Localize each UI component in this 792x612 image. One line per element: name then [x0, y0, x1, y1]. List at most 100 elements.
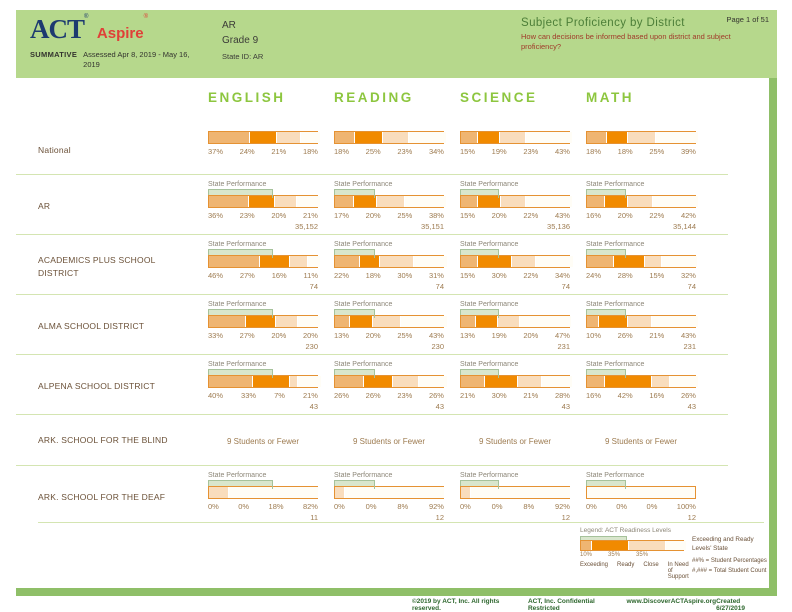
segment-percentage: 34% — [554, 271, 570, 280]
footer-copyright: ©2019 by ACT, Inc. All rights reserved. — [412, 598, 500, 612]
row-academics-plus-school-district: ACADEMICS PLUS SCHOOL DISTRICT State Perf… — [16, 234, 728, 294]
segment-percentage: 26% — [617, 331, 633, 340]
segment-percentage: 0% — [646, 502, 658, 511]
proficiency-bar — [208, 195, 320, 208]
page-number: Page 1 of 51 — [726, 15, 769, 24]
district-label: AR — [38, 201, 51, 212]
bar-segment-exceeding — [335, 132, 355, 143]
percentages: 0% 0% 18% 82% — [208, 502, 318, 511]
cell-science: 9 Students or Fewer — [460, 415, 586, 465]
legend-bar — [580, 540, 686, 551]
footer-url: www.DiscoverACTAspire.org — [626, 598, 717, 605]
cell-reading: State Performance 0% 0% 8% 92% 12 — [334, 470, 460, 525]
percentages: 0% 0% 8% 92% — [460, 502, 570, 511]
segment-percentage: 23% — [523, 147, 539, 156]
segment-percentage: 20% — [617, 211, 633, 220]
row-ark-school-for-the-deaf: ARK. SCHOOL FOR THE DEAF State Performanc… — [16, 465, 728, 525]
segment-percentage: 25% — [397, 331, 413, 340]
bar-segment-close — [288, 256, 308, 267]
proficiency-bar — [334, 486, 444, 499]
bar-segment-close — [382, 132, 409, 143]
segment-percentage: 22% — [649, 211, 665, 220]
legend-count-note: #,### = Total Student Count — [692, 567, 767, 574]
proficiency-bar — [208, 375, 322, 388]
state-performance-label: State Performance — [208, 301, 267, 308]
segment-percentage: 92% — [428, 502, 444, 511]
segment-percentage: 10% — [586, 331, 602, 340]
state-performance-band — [208, 480, 273, 489]
state-performance-band — [586, 189, 626, 198]
bar-segment-close — [392, 376, 418, 387]
segment-percentage: 8% — [397, 502, 409, 511]
report-scope: AR Grade 9 State ID: AR — [222, 18, 263, 62]
proficiency-bar — [460, 486, 570, 499]
assessed-dates: Assessed Apr 8, 2019 - May 16, 2019 — [83, 50, 190, 70]
legend-tick: 35% — [636, 552, 649, 558]
state-performance-label: State Performance — [586, 181, 645, 188]
segment-percentage: 19% — [491, 331, 507, 340]
segment-percentage: 28% — [554, 391, 570, 400]
bar-segment-in-need-of-support — [297, 316, 320, 327]
row-ar: AR State Performance 36% 23% 20% 21% 35,152 Sta… — [16, 174, 728, 234]
segment-percentage: 37% — [208, 147, 224, 156]
proficiency-bar — [334, 375, 448, 388]
district-grid: ENGLISH READING SCIENCE MATH National 37% 24%… — [16, 82, 728, 525]
cell-math: State Performance 0% 0% 0% 100% 12 — [586, 470, 712, 525]
bar-segment-in-need-of-support — [296, 196, 320, 207]
segment-percentage: 17% — [334, 211, 350, 220]
legend-tick: 35% — [608, 552, 621, 558]
bar-segment-in-need-of-support — [519, 316, 571, 327]
bar-segment-in-need-of-support — [469, 487, 570, 498]
segment-percentage: 8% — [523, 502, 535, 511]
summative-line: SUMMATIVE Assessed Apr 8, 2019 - May 16,… — [30, 50, 200, 70]
bar-segment-exceeding — [335, 376, 364, 387]
proficiency-bar — [460, 131, 572, 144]
legend-segment-exceeding — [581, 541, 592, 550]
cell-reading: 18% 25% 23% 34% — [334, 126, 460, 174]
percentages: 0% 0% 0% 100% — [586, 502, 696, 511]
bar-segment-in-need-of-support — [228, 487, 318, 498]
student-count: 74 — [309, 282, 318, 291]
segment-percentage: 82% — [302, 502, 318, 511]
percentages: 10% 26% 21% 43% — [586, 331, 696, 340]
state-performance-label: State Performance — [208, 241, 267, 248]
proficiency-bar — [208, 255, 320, 268]
report-question: How can decisions be informed based upon… — [521, 32, 731, 52]
bar-segment-exceeding — [335, 256, 359, 267]
state-performance-label: State Performance — [586, 472, 645, 479]
segment-percentage: 11% — [303, 271, 318, 280]
bar-segment-ready — [258, 256, 289, 267]
bar-segment-close — [375, 196, 404, 207]
percentages: 40% 33% 7% 21% — [208, 391, 318, 400]
proficiency-bar — [334, 195, 446, 208]
bar-segment-in-need-of-support — [524, 196, 572, 207]
bar-segment-in-need-of-support — [299, 132, 320, 143]
segment-percentage: 42% — [680, 211, 696, 220]
segment-percentage: 21% — [523, 391, 539, 400]
percentages: 16% 20% 22% 42% — [586, 211, 696, 220]
segment-percentage: 15% — [460, 271, 476, 280]
cell-math: 9 Students or Fewer — [586, 415, 712, 465]
legend-percentages-note: ##% = Student Percentages — [692, 558, 767, 564]
segment-percentage: 25% — [365, 147, 381, 156]
bar-segment-exceeding — [587, 316, 598, 327]
legend-segment-ready — [591, 541, 628, 550]
bar-segment-close — [461, 487, 470, 498]
bar-segment-close — [288, 376, 298, 387]
cell-reading: 9 Students or Fewer — [334, 415, 460, 465]
state-performance-band — [460, 309, 499, 318]
bar-segment-ready — [606, 132, 627, 143]
student-count: 35,136 — [547, 222, 570, 231]
bar-segment-in-need-of-support — [535, 256, 574, 267]
segment-percentage: 15% — [460, 147, 476, 156]
summative-label: SUMMATIVE — [30, 50, 78, 59]
bar-segment-close — [335, 487, 344, 498]
bar-segment-in-need-of-support — [654, 132, 698, 143]
student-count: 43 — [435, 402, 444, 411]
cell-math: State Performance 16% 20% 22% 42% 35,144 — [586, 179, 712, 234]
bar-segment-exceeding — [335, 316, 350, 327]
row-alma-school-district: ALMA SCHOOL DISTRICT State Performance 33%… — [16, 294, 728, 354]
segment-percentage: 21% — [271, 147, 287, 156]
bar-segment-exceeding — [209, 316, 245, 327]
state-performance-label: State Performance — [208, 472, 267, 479]
